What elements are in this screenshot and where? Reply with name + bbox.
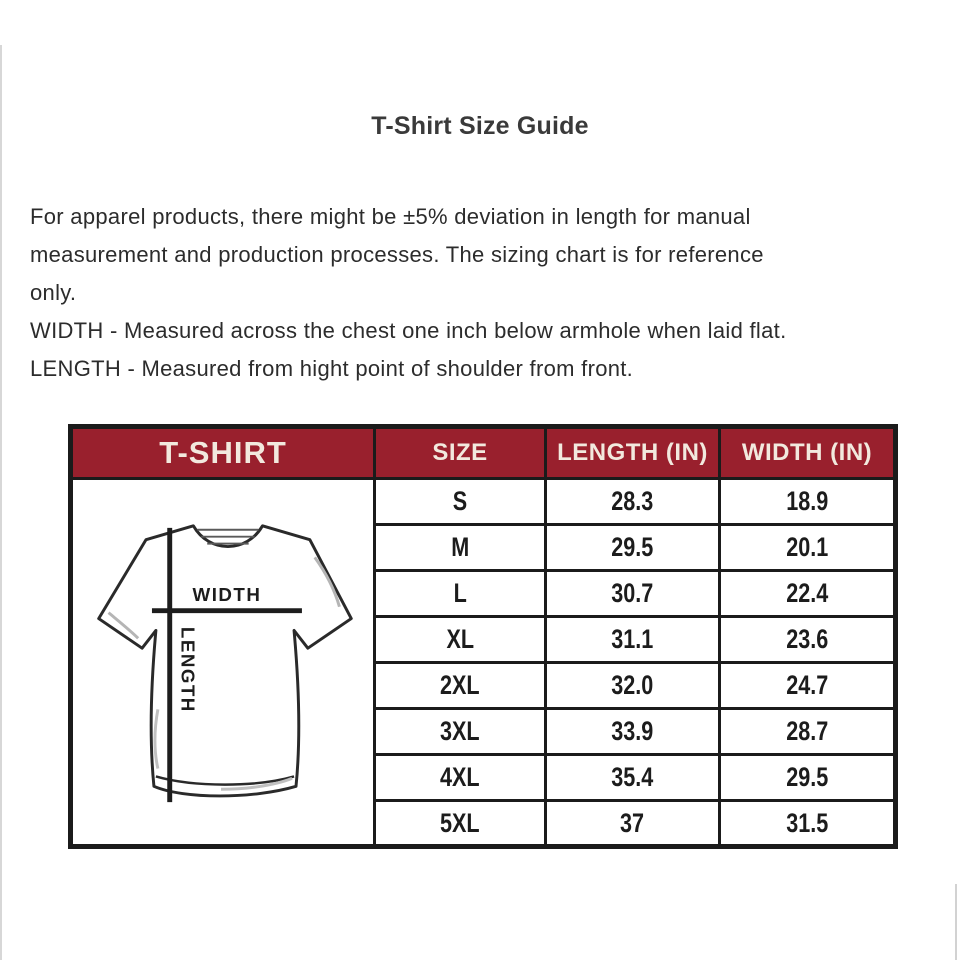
- length-value: 37: [620, 807, 645, 838]
- header-row: T-SHIRT SIZE LENGTH (IN) WIDTH (IN): [69, 425, 897, 480]
- width-measure-label: WIDTH: [193, 584, 262, 605]
- width-value: 23.6: [785, 624, 829, 654]
- table-row: L 30.7 22.4: [71, 569, 897, 618]
- note-line-width: WIDTH - Measured across the chest one in…: [30, 318, 787, 343]
- length-cell: 30.7: [544, 569, 721, 618]
- length-header-cell: LENGTH (IN): [544, 425, 721, 480]
- table-row: XL 31.1 23.6: [71, 615, 897, 664]
- width-cell: 24.7: [718, 661, 897, 710]
- width-cell: 23.6: [718, 615, 897, 664]
- length-value: 30.7: [611, 578, 654, 608]
- length-column-header: LENGTH (IN): [557, 439, 708, 466]
- width-value: 24.7: [785, 670, 829, 700]
- size-value: L: [453, 578, 467, 608]
- tshirt-outline: [97, 524, 353, 798]
- size-cell: 2XL: [373, 661, 547, 710]
- width-value: 31.5: [785, 807, 829, 838]
- length-cell: 33.9: [544, 707, 721, 756]
- size-cell: 5XL: [373, 799, 547, 848]
- width-cell: 18.9: [718, 477, 897, 526]
- size-cell: XL: [373, 615, 547, 664]
- product-label: T-SHIRT: [159, 435, 287, 470]
- length-cell: 32.0: [544, 661, 721, 710]
- table-row: M 29.5 20.1: [71, 523, 897, 572]
- note-line: measurement and production processes. Th…: [30, 242, 764, 267]
- length-cell: 31.1: [544, 615, 721, 664]
- note-line-length: LENGTH - Measured from hight point of sh…: [30, 356, 634, 381]
- table-row: 2XL 32.0 24.7: [71, 661, 897, 710]
- size-value: 4XL: [440, 762, 480, 792]
- page-title: T-Shirt Size Guide: [371, 112, 589, 140]
- size-value: 2XL: [440, 670, 480, 700]
- length-value: 32.0: [611, 670, 654, 700]
- size-value: S: [452, 486, 468, 516]
- width-value: 22.4: [785, 578, 829, 608]
- tshirt-diagram-cell: WIDTH LENGTH: [69, 477, 376, 848]
- shading-stroke: [153, 709, 160, 769]
- width-cell: 28.7: [718, 707, 897, 756]
- page-edge-line-right: [955, 884, 957, 960]
- size-value: M: [451, 532, 469, 562]
- size-header-cell: SIZE: [373, 425, 547, 480]
- length-value: 33.9: [611, 716, 654, 746]
- width-cell: 31.5: [718, 799, 897, 848]
- shading-stroke: [221, 777, 293, 791]
- size-cell: 4XL: [373, 753, 547, 802]
- table-row: 5XL 37 31.5: [71, 799, 897, 848]
- width-cell: 22.4: [718, 569, 897, 618]
- size-value: 3XL: [440, 716, 480, 746]
- size-column-header: SIZE: [432, 439, 488, 466]
- size-cell: L: [373, 569, 547, 618]
- tshirt-diagram: WIDTH LENGTH: [97, 524, 353, 803]
- size-cell: S: [373, 477, 547, 526]
- note-line: For apparel products, there might be ±5%…: [30, 204, 751, 229]
- width-value: 29.5: [785, 762, 829, 792]
- width-value: 28.7: [785, 716, 829, 746]
- measurement-notes: For apparel products, there might be ±5%…: [30, 198, 940, 388]
- length-cell: 35.4: [544, 753, 721, 802]
- table-row: 3XL 33.9 28.7: [71, 707, 897, 756]
- width-cell: 29.5: [718, 753, 897, 802]
- shading-stroke: [313, 556, 341, 608]
- width-cell: 20.1: [718, 523, 897, 572]
- size-chart-table: T-SHIRT SIZE LENGTH (IN) WIDTH (IN): [68, 424, 898, 849]
- page-edge-line-left: [0, 45, 2, 960]
- table-row: 4XL 35.4 29.5: [71, 753, 897, 802]
- width-header-cell: WIDTH (IN): [718, 425, 897, 480]
- product-header-cell: T-SHIRT: [69, 425, 376, 480]
- length-value: 28.3: [611, 486, 654, 516]
- note-line: only.: [30, 280, 77, 305]
- length-cell: 37: [544, 799, 721, 848]
- length-value: 31.1: [611, 624, 654, 654]
- width-column-header: WIDTH (IN): [741, 439, 873, 466]
- shading-stroke: [107, 611, 140, 640]
- size-value: 5XL: [440, 807, 480, 838]
- table-row: WIDTH LENGTH S 28.3 18.9: [69, 477, 897, 848]
- width-value: 20.1: [785, 532, 829, 562]
- length-measure-label: LENGTH: [178, 627, 199, 713]
- length-value: 35.4: [611, 762, 654, 792]
- length-cell: 29.5: [544, 523, 721, 572]
- size-value: XL: [446, 624, 474, 654]
- length-cell: 28.3: [544, 477, 721, 526]
- size-cell: 3XL: [373, 707, 547, 756]
- width-value: 18.9: [785, 486, 829, 516]
- length-value: 29.5: [611, 532, 654, 562]
- size-cell: M: [373, 523, 547, 572]
